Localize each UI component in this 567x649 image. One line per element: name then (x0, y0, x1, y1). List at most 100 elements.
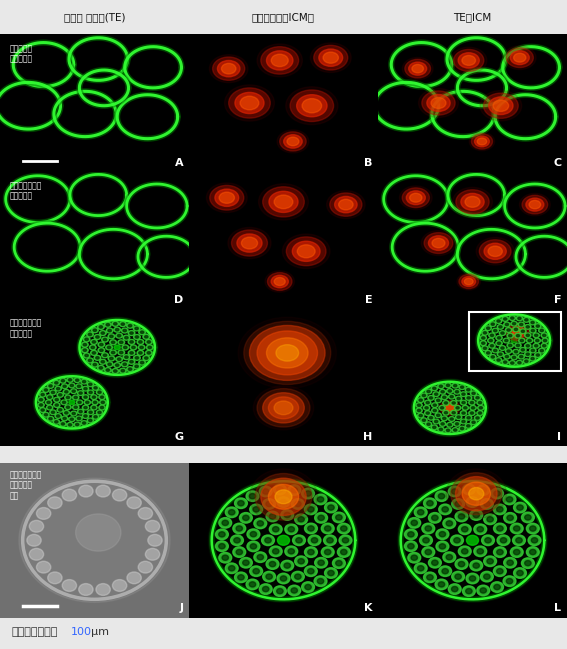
Circle shape (503, 322, 510, 327)
Circle shape (459, 275, 479, 289)
Circle shape (288, 548, 294, 554)
Circle shape (441, 395, 447, 400)
Circle shape (138, 561, 153, 573)
Circle shape (524, 360, 528, 362)
Circle shape (98, 348, 105, 352)
Circle shape (511, 321, 517, 326)
Circle shape (257, 44, 302, 77)
Circle shape (249, 469, 318, 525)
Circle shape (535, 345, 538, 347)
Circle shape (61, 380, 65, 382)
Circle shape (87, 418, 94, 422)
Circle shape (106, 328, 113, 333)
Circle shape (225, 507, 238, 517)
Circle shape (448, 486, 461, 496)
Circle shape (425, 407, 428, 409)
Circle shape (75, 379, 79, 382)
Circle shape (276, 345, 299, 361)
Circle shape (120, 341, 123, 343)
Circle shape (293, 241, 320, 262)
Circle shape (510, 326, 526, 338)
Circle shape (501, 347, 504, 349)
Circle shape (455, 422, 459, 425)
Circle shape (462, 276, 476, 286)
Circle shape (273, 484, 286, 495)
Circle shape (518, 322, 524, 327)
Circle shape (229, 509, 235, 515)
Circle shape (524, 324, 531, 329)
Circle shape (469, 400, 475, 405)
Circle shape (531, 358, 534, 360)
Circle shape (57, 408, 64, 412)
Circle shape (433, 392, 439, 397)
Circle shape (139, 341, 142, 343)
Circle shape (417, 413, 424, 418)
Circle shape (480, 588, 486, 593)
Circle shape (100, 400, 106, 405)
Circle shape (91, 339, 98, 345)
Circle shape (263, 571, 276, 582)
Circle shape (219, 552, 232, 563)
Circle shape (459, 426, 466, 431)
Circle shape (66, 397, 70, 398)
Circle shape (132, 346, 135, 349)
Circle shape (91, 350, 98, 356)
Circle shape (100, 343, 103, 346)
Circle shape (433, 404, 437, 406)
Circle shape (96, 410, 103, 415)
Circle shape (463, 484, 475, 495)
Circle shape (82, 413, 88, 419)
Circle shape (66, 406, 70, 408)
Circle shape (458, 514, 465, 519)
Circle shape (137, 339, 144, 345)
Circle shape (87, 410, 94, 415)
Circle shape (92, 415, 99, 419)
Circle shape (429, 513, 441, 523)
Circle shape (94, 387, 97, 389)
Circle shape (462, 482, 490, 506)
Circle shape (121, 323, 125, 325)
Circle shape (451, 47, 487, 73)
Circle shape (526, 326, 530, 328)
Circle shape (238, 317, 336, 389)
Circle shape (40, 398, 43, 401)
Circle shape (206, 183, 247, 213)
Circle shape (243, 560, 249, 565)
Circle shape (427, 500, 433, 506)
Circle shape (65, 391, 68, 393)
Circle shape (63, 389, 70, 394)
Circle shape (450, 410, 457, 415)
Circle shape (116, 357, 122, 361)
Text: H: H (363, 432, 373, 442)
Circle shape (489, 343, 495, 348)
Text: B: B (364, 158, 373, 167)
Circle shape (225, 563, 238, 574)
Circle shape (128, 330, 135, 336)
Circle shape (235, 572, 247, 583)
Circle shape (505, 339, 508, 342)
Circle shape (528, 535, 541, 546)
Circle shape (231, 535, 243, 546)
Circle shape (497, 324, 503, 329)
Circle shape (493, 100, 509, 112)
Circle shape (475, 415, 481, 421)
Circle shape (123, 355, 130, 360)
Circle shape (448, 584, 461, 594)
Circle shape (530, 526, 536, 531)
Circle shape (61, 416, 68, 421)
Circle shape (280, 132, 306, 151)
Circle shape (72, 390, 75, 393)
Circle shape (78, 401, 81, 404)
Circle shape (464, 407, 467, 409)
Circle shape (448, 417, 455, 421)
Circle shape (84, 415, 87, 417)
Circle shape (304, 547, 318, 557)
Circle shape (484, 501, 490, 507)
Circle shape (69, 417, 75, 422)
Circle shape (222, 520, 229, 526)
Circle shape (439, 406, 445, 410)
Circle shape (302, 488, 315, 499)
Circle shape (470, 560, 483, 571)
Circle shape (510, 523, 523, 533)
Circle shape (98, 342, 105, 347)
